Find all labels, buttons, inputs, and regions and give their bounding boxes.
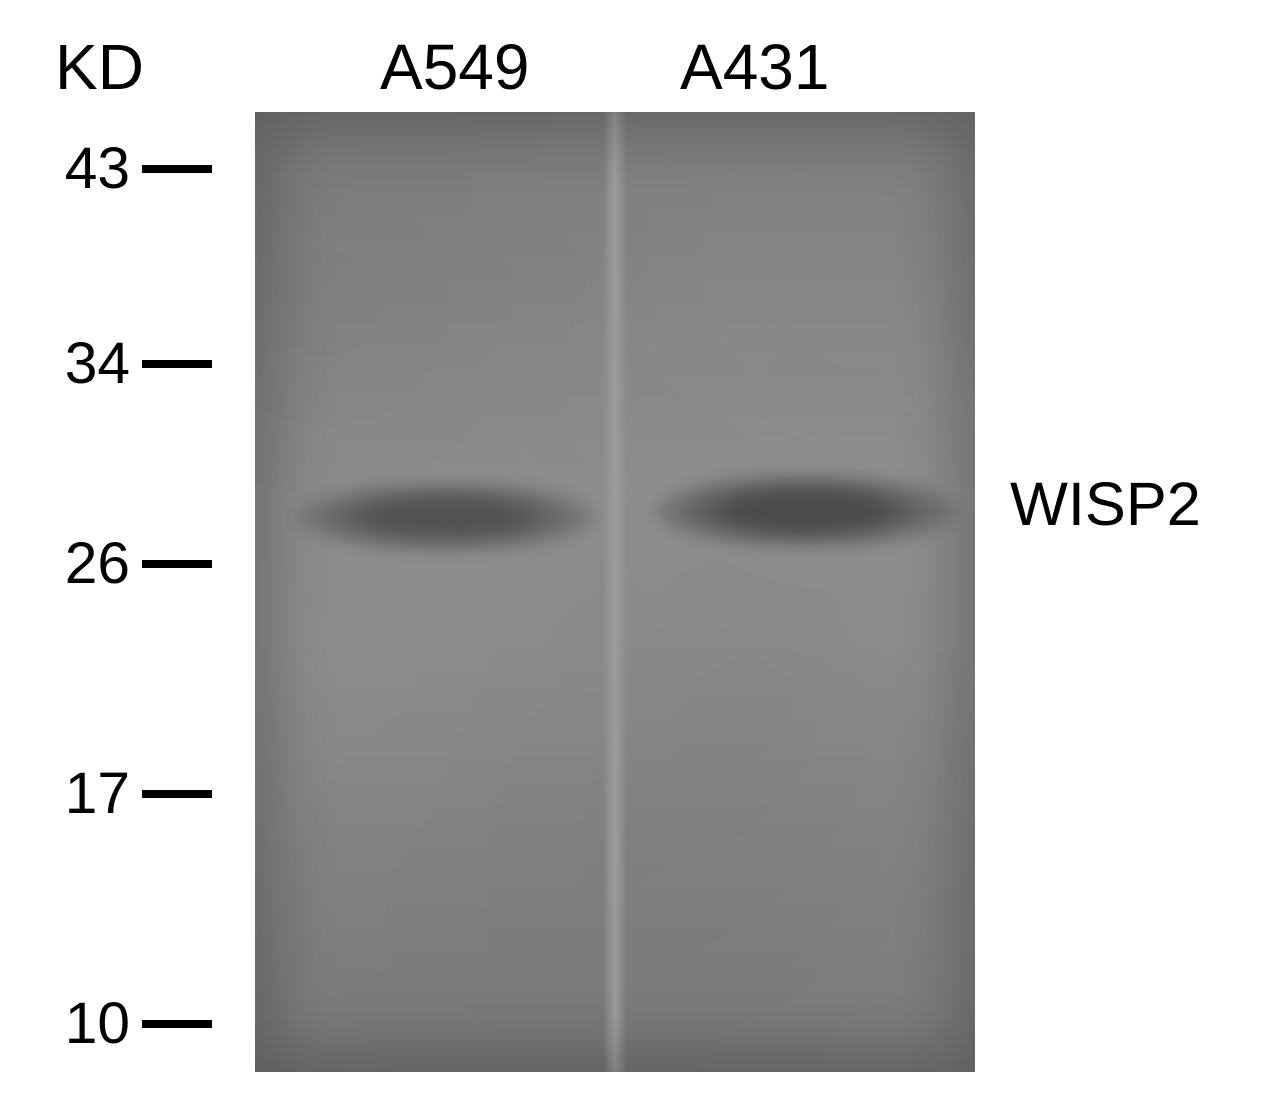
- mw-marker-tick: [142, 790, 212, 798]
- mw-marker-tick: [142, 560, 212, 568]
- mw-marker-tick: [142, 360, 212, 368]
- sample-label-a549: A549: [380, 30, 529, 104]
- mw-marker-tick: [142, 165, 212, 173]
- mw-marker-value: 34: [40, 330, 130, 397]
- sample-label-a431: A431: [680, 30, 829, 104]
- mw-marker-value: 26: [40, 530, 130, 597]
- mw-marker-10: 10: [40, 990, 212, 1057]
- mw-marker-26: 26: [40, 530, 212, 597]
- western-blot-figure: KD A549 A431 43 34 26 17 10 WISP2: [0, 0, 1280, 1118]
- mw-marker-value: 17: [40, 760, 130, 827]
- mw-marker-tick: [142, 1020, 212, 1028]
- mw-marker-43: 43: [40, 135, 212, 202]
- blot-vignette: [255, 112, 975, 1072]
- blot-membrane: [255, 112, 975, 1072]
- axis-label-kd: KD: [55, 30, 144, 104]
- mw-marker-17: 17: [40, 760, 212, 827]
- mw-marker-value: 43: [40, 135, 130, 202]
- protein-label-wisp2: WISP2: [1010, 468, 1201, 539]
- mw-marker-value: 10: [40, 990, 130, 1057]
- mw-marker-34: 34: [40, 330, 212, 397]
